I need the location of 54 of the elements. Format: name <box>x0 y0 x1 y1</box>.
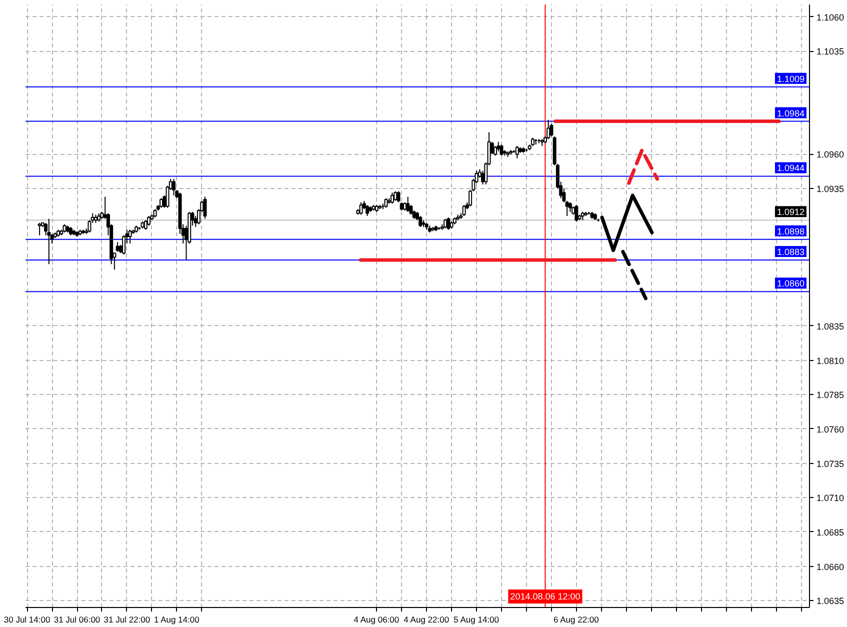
x-tick-label: 4 Aug 22:00 <box>404 614 450 624</box>
candlestick <box>446 216 450 230</box>
candlestick <box>147 216 151 226</box>
y-tick-label: 1.0685 <box>816 527 844 538</box>
candlestick <box>394 190 398 202</box>
x-tick-label: 31 Jul 22:00 <box>104 614 150 624</box>
candlestick <box>203 196 207 220</box>
y-tick-label: 1.0735 <box>816 458 844 469</box>
candlestick <box>396 190 400 203</box>
candlestick <box>47 218 51 265</box>
candlestick <box>366 204 370 217</box>
y-tick-label: 1.1035 <box>816 46 844 57</box>
candlestick <box>515 145 519 159</box>
candlestick <box>462 204 466 217</box>
candlestick <box>550 124 554 137</box>
x-tick-label: 30 Jul 14:00 <box>4 614 50 624</box>
y-tick-label: 1.1060 <box>816 12 844 22</box>
legend-label: 1.0883 <box>776 246 805 257</box>
x-tick-label: 5 Aug 14:00 <box>454 614 500 624</box>
x-tick-label: 4 Aug 06:00 <box>354 614 400 624</box>
candlestick <box>500 144 504 156</box>
y-tick-label: 1.0635 <box>816 596 844 606</box>
candlestick <box>359 202 363 216</box>
candlestick <box>568 202 572 212</box>
ref-line-label: 1.0898 <box>776 226 805 236</box>
candlestick <box>496 141 500 152</box>
candlestick <box>172 178 176 196</box>
x-tick-label: 6 Aug 22:00 <box>554 614 600 624</box>
y-tick-label: 1.0960 <box>816 150 844 160</box>
y-tick-label: 1.0935 <box>816 184 844 194</box>
candlestick <box>384 198 388 208</box>
y-tick-label: 1.0810 <box>816 356 844 366</box>
y-tick-label: 1.0760 <box>816 424 844 434</box>
y-tick-label: 1.0660 <box>816 562 844 572</box>
y-tick-label: 1.0710 <box>816 493 844 504</box>
ref-line-label: 1.1009 <box>776 74 805 84</box>
ref-line-label: 1.0912 <box>776 207 805 218</box>
y-tick-label: 1.0835 <box>816 321 844 332</box>
candlestick <box>574 204 578 222</box>
line-series <box>600 194 654 252</box>
ref-line-label: 1.0984 <box>776 108 805 118</box>
candlestick <box>116 242 120 252</box>
x-tick-label: 31 Jul 06:00 <box>54 614 100 624</box>
ref-line-label: 1.0860 <box>776 278 805 289</box>
candlestick <box>418 216 422 228</box>
ref-line-label: 2014.08.06 12:00 <box>510 592 580 602</box>
candlestick <box>406 196 410 212</box>
y-tick-label: 1.0785 <box>816 390 844 400</box>
candlestick <box>390 192 394 204</box>
ref-line-label: 1.0944 <box>776 163 805 174</box>
x-tick-label: 1 Aug 14:00 <box>154 614 200 624</box>
candlestick <box>144 220 148 230</box>
candlestick <box>128 229 132 244</box>
candlestick <box>546 119 550 140</box>
